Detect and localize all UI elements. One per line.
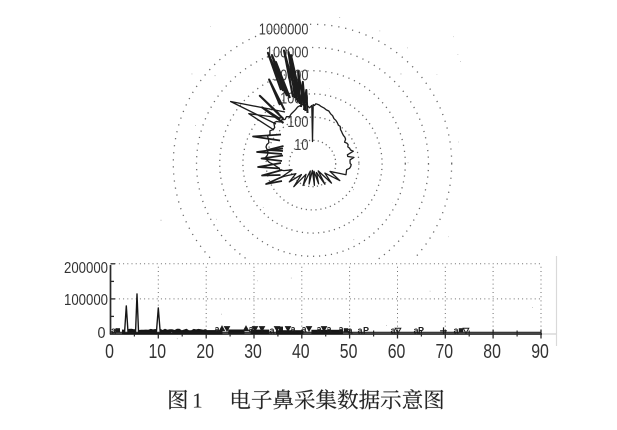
svg-text:100000: 100000 [266, 45, 309, 62]
svg-text:90: 90 [531, 341, 549, 363]
svg-text:70: 70 [436, 341, 454, 363]
svg-text:80: 80 [483, 341, 501, 363]
svg-text:a: a [248, 324, 254, 334]
svg-text:a: a [347, 326, 353, 336]
svg-text:30: 30 [244, 341, 262, 363]
svg-text:P: P [363, 326, 369, 336]
svg-text:a: a [357, 326, 363, 336]
svg-text:a: a [214, 324, 220, 334]
svg-text:100000: 100000 [64, 292, 108, 309]
svg-text:a: a [390, 326, 396, 336]
svg-text:P: P [418, 326, 424, 336]
svg-text:100: 100 [287, 114, 309, 131]
svg-text:a: a [290, 324, 296, 334]
svg-text:1000000: 1000000 [259, 22, 309, 39]
svg-text:a: a [413, 326, 419, 336]
svg-text:20: 20 [196, 341, 214, 363]
svg-text:60: 60 [388, 341, 406, 363]
svg-text:a: a [111, 326, 117, 336]
svg-text:a: a [453, 326, 459, 336]
svg-text:1: 1 [192, 389, 203, 413]
svg-text:a: a [326, 324, 332, 334]
svg-text:a: a [301, 324, 307, 334]
svg-text:10: 10 [294, 137, 308, 154]
svg-text:a: a [269, 326, 275, 336]
svg-text:40: 40 [292, 341, 310, 363]
svg-text:10: 10 [149, 341, 167, 363]
svg-text:a: a [316, 324, 322, 334]
svg-text:0: 0 [98, 325, 106, 342]
svg-text:a: a [338, 324, 344, 334]
svg-text:200000: 200000 [64, 260, 108, 277]
svg-text:0: 0 [105, 341, 114, 363]
svg-text:50: 50 [340, 341, 358, 363]
